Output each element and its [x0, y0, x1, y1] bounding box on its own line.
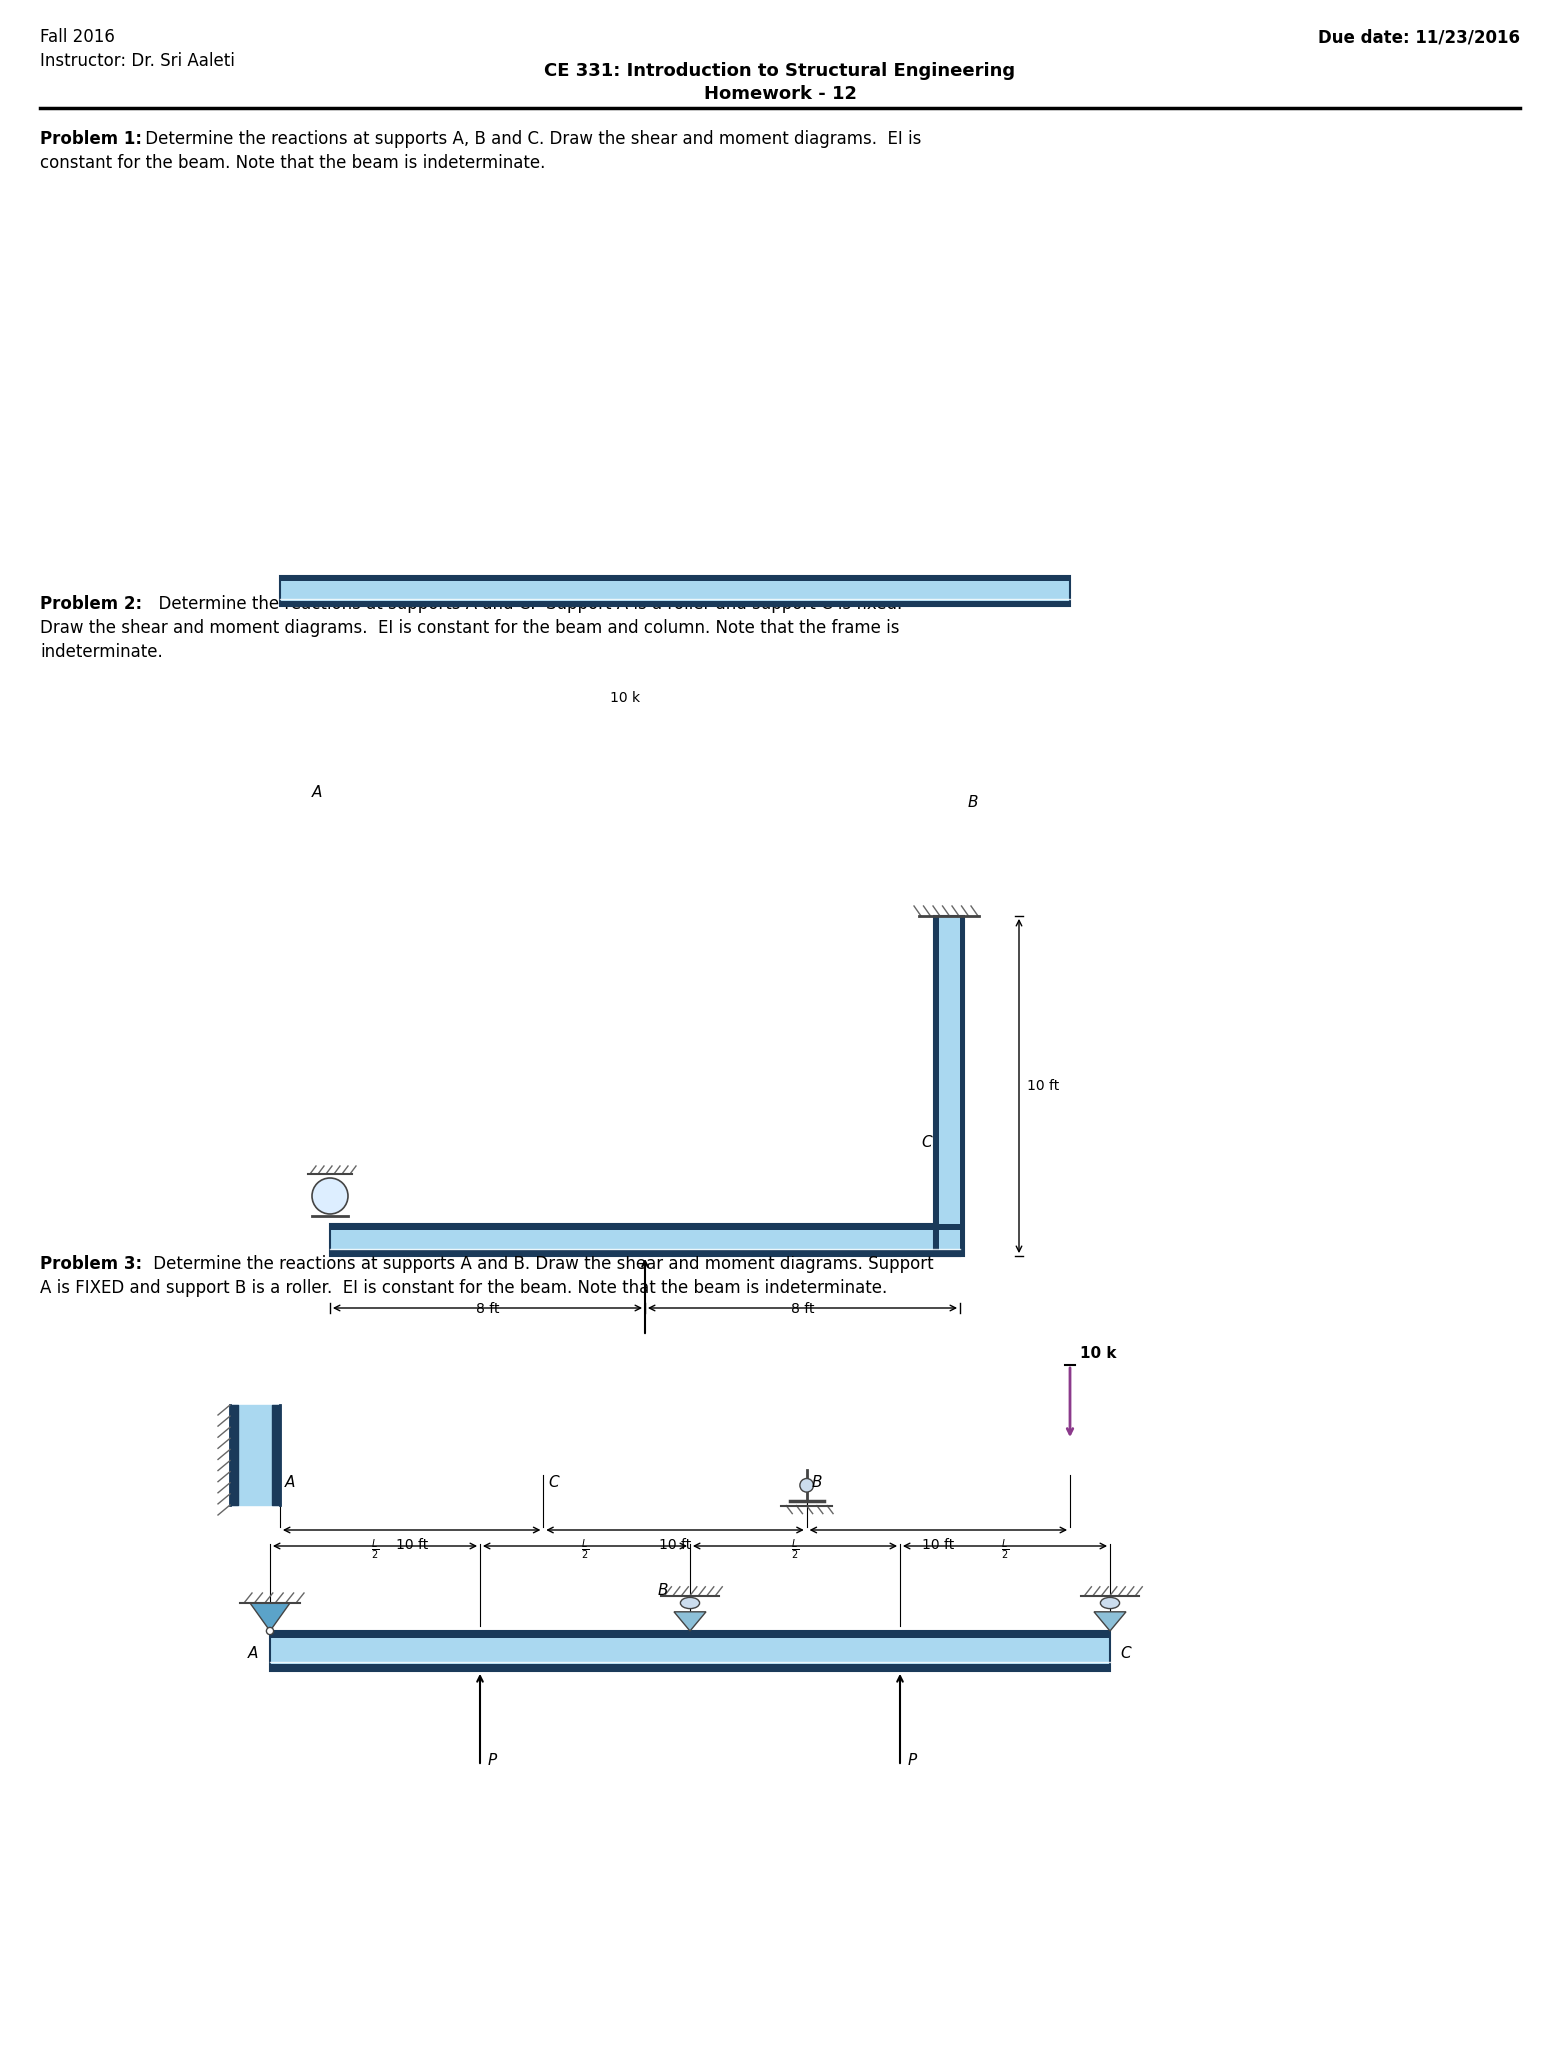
Text: Homework - 12: Homework - 12	[704, 86, 856, 102]
Text: Instructor: Dr. Sri Aaleti: Instructor: Dr. Sri Aaleti	[41, 51, 236, 70]
Text: Determine the reactions at supports A, B and C. Draw the shear and moment diagra: Determine the reactions at supports A, B…	[140, 131, 922, 147]
Text: C: C	[1120, 1645, 1131, 1661]
Text: Problem 1:: Problem 1:	[41, 131, 142, 147]
Text: $\frac{L}{2}$: $\frac{L}{2}$	[1002, 1539, 1009, 1563]
Bar	[270, 1663, 1111, 1672]
Text: $\frac{L}{2}$: $\frac{L}{2}$	[371, 1539, 379, 1563]
Text: 10 k: 10 k	[610, 692, 640, 706]
Bar	[279, 577, 1070, 606]
Bar	[270, 1631, 1111, 1672]
Text: 10 ft: 10 ft	[396, 1539, 427, 1553]
Text: A is FIXED and support B is a roller.  EI is constant for the beam. Note that th: A is FIXED and support B is a roller. EI…	[41, 1279, 888, 1297]
Polygon shape	[250, 1602, 290, 1631]
Text: 10 ft: 10 ft	[658, 1539, 691, 1553]
Bar	[331, 1224, 959, 1256]
Circle shape	[800, 1479, 813, 1492]
Bar	[934, 917, 964, 1256]
Ellipse shape	[1100, 1598, 1120, 1608]
Bar	[959, 917, 964, 1256]
Bar	[934, 917, 939, 1256]
Polygon shape	[674, 1612, 707, 1631]
Text: 8 ft: 8 ft	[791, 1301, 814, 1316]
Text: A: A	[285, 1475, 295, 1489]
Text: Due date: 11/23/2016: Due date: 11/23/2016	[1318, 29, 1519, 45]
Text: B: B	[969, 796, 978, 810]
Text: $\frac{L}{2}$: $\frac{L}{2}$	[791, 1539, 799, 1563]
Text: Determine the reactions at supports A and B. Draw the shear and moment diagrams.: Determine the reactions at supports A an…	[148, 1254, 933, 1273]
Text: constant for the beam. Note that the beam is indeterminate.: constant for the beam. Note that the bea…	[41, 153, 546, 172]
Text: P: P	[908, 1753, 917, 1768]
Text: $\frac{L}{2}$: $\frac{L}{2}$	[580, 1539, 590, 1563]
Text: A: A	[248, 1645, 257, 1661]
Bar	[331, 1224, 959, 1230]
Bar	[279, 602, 1070, 606]
Ellipse shape	[680, 1598, 699, 1608]
Bar	[270, 1631, 1111, 1639]
Polygon shape	[1094, 1612, 1126, 1631]
Text: C: C	[548, 1475, 558, 1489]
Text: 8 ft: 8 ft	[476, 1301, 499, 1316]
Text: A: A	[312, 786, 321, 800]
Text: Fall 2016: Fall 2016	[41, 29, 115, 45]
Text: Problem 3:: Problem 3:	[41, 1254, 142, 1273]
Text: P: P	[488, 1753, 498, 1768]
Text: C: C	[920, 1136, 931, 1150]
Text: Problem 2:: Problem 2:	[41, 595, 142, 614]
Text: 10 ft: 10 ft	[922, 1539, 955, 1553]
Text: Draw the shear and moment diagrams.  EI is constant for the beam and column. Not: Draw the shear and moment diagrams. EI i…	[41, 620, 900, 636]
Text: B: B	[657, 1584, 668, 1598]
Bar	[279, 577, 1070, 581]
Text: B: B	[811, 1475, 822, 1489]
Bar	[331, 1250, 959, 1256]
Text: 10 k: 10 k	[1080, 1346, 1117, 1361]
Text: 10 ft: 10 ft	[1026, 1078, 1059, 1093]
Circle shape	[267, 1627, 273, 1635]
Circle shape	[312, 1178, 348, 1213]
Text: indeterminate.: indeterminate.	[41, 642, 162, 661]
Text: Determine the reactions at supports A and C.  Support A is a roller and support : Determine the reactions at supports A an…	[148, 595, 902, 614]
Text: CE 331: Introduction to Structural Engineering: CE 331: Introduction to Structural Engin…	[544, 61, 1016, 80]
